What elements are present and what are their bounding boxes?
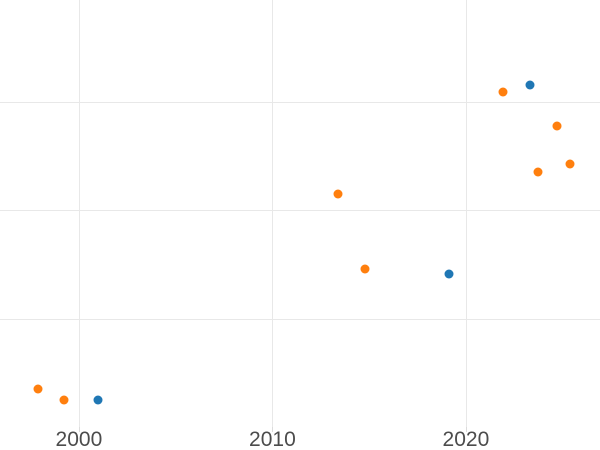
data-point-orange-series[interactable] (360, 264, 370, 274)
x-tick-label: 2020 (442, 428, 490, 450)
data-point-orange-series[interactable] (33, 384, 43, 394)
data-point-orange-series[interactable] (333, 189, 343, 199)
data-point-orange-series[interactable] (498, 87, 508, 97)
x-tick-mark (272, 427, 274, 432)
data-point-orange-series[interactable] (59, 395, 68, 405)
x-tick-mark (465, 427, 467, 432)
x-tick-label: 2010 (249, 428, 296, 450)
gridline-vertical (272, 0, 274, 427)
x-tick-label: 2000 (55, 428, 103, 450)
gridline-horizontal (0, 101, 600, 103)
gridline-vertical (78, 0, 80, 427)
data-point-blue-series[interactable] (525, 80, 535, 90)
data-point-orange-series[interactable] (533, 167, 542, 177)
plot-area (0, 0, 600, 427)
data-point-blue-series[interactable] (444, 269, 453, 279)
gridline-vertical (465, 0, 467, 427)
data-point-blue-series[interactable] (93, 395, 103, 405)
data-point-orange-series[interactable] (565, 159, 575, 169)
gridline-horizontal (0, 318, 600, 320)
gridline-horizontal (0, 210, 600, 211)
x-tick-mark (78, 427, 80, 432)
data-point-orange-series[interactable] (552, 121, 562, 131)
